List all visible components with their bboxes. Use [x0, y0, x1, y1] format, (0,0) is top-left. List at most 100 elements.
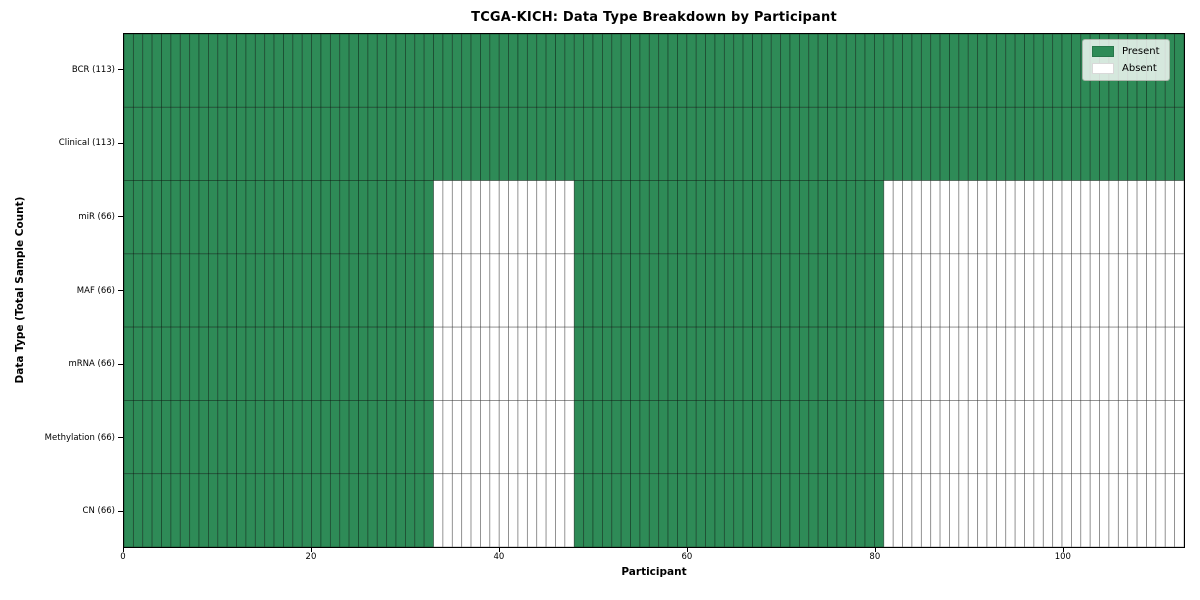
heatmap-cell	[892, 400, 903, 475]
heatmap-cell	[1174, 473, 1184, 547]
heatmap-cell	[1117, 400, 1129, 475]
heatmap-cell	[930, 34, 941, 108]
heatmap-cell	[1155, 326, 1166, 401]
heatmap-cell	[1127, 473, 1138, 547]
heatmap-cell	[1042, 473, 1054, 547]
heatmap-cell	[1117, 326, 1129, 401]
x-tick-mark	[498, 548, 500, 552]
heatmap-cell	[995, 180, 1007, 255]
heatmap-cell	[517, 400, 528, 475]
y-tick-label: mRNA (66)	[68, 359, 115, 370]
heatmap-cell	[320, 400, 331, 475]
heatmap-cell	[189, 400, 200, 475]
heatmap-cell	[817, 106, 828, 181]
heatmap-cell	[1117, 180, 1129, 255]
heatmap-cell	[658, 180, 669, 255]
heatmap-cell	[1174, 34, 1184, 108]
heatmap-cell	[311, 180, 322, 255]
heatmap-cell	[770, 400, 782, 475]
heatmap-cell	[648, 473, 660, 547]
heatmap-cell	[752, 180, 763, 255]
x-tick-label: 40	[493, 552, 505, 562]
heatmap-cell	[245, 106, 256, 181]
heatmap-cell	[189, 253, 200, 328]
heatmap-cell	[630, 34, 641, 108]
heatmap-cell	[386, 400, 397, 475]
y-tick-mark	[118, 510, 123, 512]
heatmap-cell	[667, 180, 678, 255]
heatmap-cell	[770, 34, 782, 108]
heatmap-cell	[526, 326, 538, 401]
heatmap-cell	[695, 106, 706, 181]
heatmap-cell	[798, 253, 810, 328]
heatmap-cell	[423, 326, 434, 401]
heatmap-cell	[695, 34, 706, 108]
heatmap-cell	[1071, 473, 1082, 547]
heatmap-cell	[329, 473, 341, 547]
heatmap-cell	[602, 326, 613, 401]
y-tick-mark	[118, 363, 123, 365]
heatmap-cell	[808, 400, 819, 475]
heatmap-cell	[433, 34, 444, 108]
heatmap-cell	[461, 34, 472, 108]
heatmap-cell	[451, 106, 463, 181]
heatmap-cell	[1033, 180, 1044, 255]
heatmap-cell	[433, 180, 444, 255]
heatmap-cell	[405, 400, 416, 475]
heatmap-cell	[423, 106, 434, 181]
heatmap-cell	[1080, 180, 1091, 255]
heatmap-cell	[367, 253, 378, 328]
heatmap-cell	[433, 106, 444, 181]
heatmap-cell	[714, 34, 725, 108]
heatmap-cell	[911, 106, 922, 181]
heatmap-cell	[498, 473, 510, 547]
heatmap-cell	[226, 400, 237, 475]
heatmap-cell	[930, 326, 941, 401]
heatmap-cell	[667, 400, 678, 475]
heatmap-cell	[151, 34, 162, 108]
heatmap-cell	[451, 253, 463, 328]
heatmap-cell	[1014, 473, 1025, 547]
heatmap-cell	[742, 400, 753, 475]
heatmap-cell	[348, 180, 359, 255]
heatmap-cell	[686, 106, 697, 181]
heatmap-cell	[489, 180, 500, 255]
heatmap-cell	[855, 400, 866, 475]
x-tick-label: 0	[120, 552, 126, 562]
heatmap-cell	[489, 34, 500, 108]
heatmap-cell	[1080, 473, 1091, 547]
heatmap-cell	[179, 400, 191, 475]
legend-label: Absent	[1122, 62, 1157, 74]
heatmap-cell	[798, 473, 810, 547]
heatmap-cell	[498, 253, 510, 328]
heatmap-cell	[986, 400, 997, 475]
heatmap-cell	[677, 400, 688, 475]
heatmap-cell	[911, 326, 922, 401]
heatmap-cell	[1155, 400, 1166, 475]
heatmap-cell	[301, 180, 313, 255]
heatmap-cell	[536, 106, 547, 181]
heatmap-cell	[226, 326, 237, 401]
heatmap-cell	[977, 34, 988, 108]
heatmap-cell	[1174, 180, 1184, 255]
heatmap-cell	[283, 473, 294, 547]
heatmap-cell	[1014, 400, 1025, 475]
y-tick-mark	[118, 216, 123, 218]
heatmap-cell	[414, 106, 425, 181]
heatmap-cell	[217, 34, 228, 108]
heatmap-cell	[1089, 473, 1100, 547]
heatmap-cell	[301, 400, 313, 475]
heatmap-cell	[245, 473, 256, 547]
heatmap-cell	[151, 253, 162, 328]
heatmap-cell	[170, 253, 181, 328]
heatmap-cell	[536, 180, 547, 255]
heatmap-cell	[292, 106, 303, 181]
heatmap-cell	[1164, 400, 1176, 475]
heatmap-cell	[461, 106, 472, 181]
heatmap-cell	[789, 400, 800, 475]
heatmap-cell	[845, 473, 857, 547]
heatmap-cell	[1052, 400, 1063, 475]
heatmap-cell	[1024, 326, 1035, 401]
heatmap-cell	[808, 106, 819, 181]
heatmap-cell	[132, 473, 144, 547]
